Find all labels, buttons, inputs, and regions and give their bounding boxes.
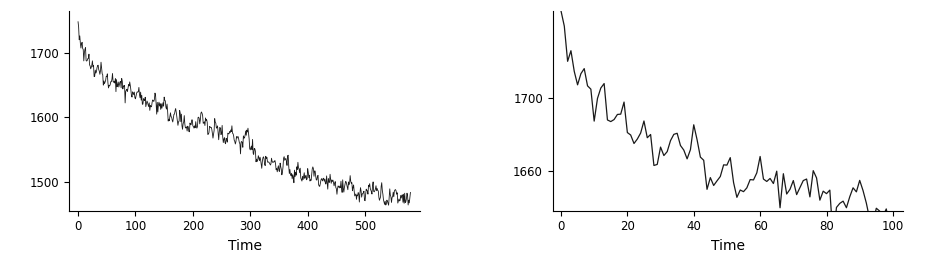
X-axis label: Time: Time bbox=[228, 239, 261, 253]
X-axis label: Time: Time bbox=[711, 239, 745, 253]
